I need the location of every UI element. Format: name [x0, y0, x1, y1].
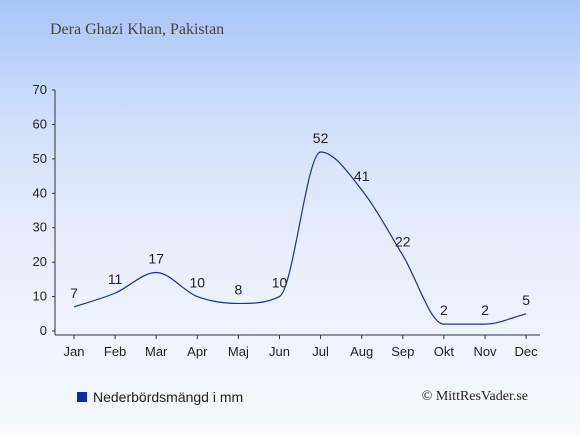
- y-tick-label: 20: [33, 254, 47, 269]
- data-point: [319, 150, 322, 153]
- data-point: [278, 295, 281, 298]
- data-label: 17: [148, 250, 164, 266]
- x-tick-label: Dec: [515, 344, 539, 359]
- data-point: [484, 323, 487, 326]
- credit-text: © MittResVader.se: [421, 389, 528, 404]
- data-label: 10: [190, 275, 206, 291]
- x-tick-label: Jul: [312, 344, 329, 359]
- data-point: [360, 188, 363, 191]
- data-point: [237, 302, 240, 305]
- x-tick-label: Mar: [145, 344, 168, 359]
- data-label: 2: [440, 302, 448, 318]
- data-label: 10: [272, 275, 288, 291]
- x-tick-label: Sep: [391, 344, 414, 359]
- y-tick-label: 10: [33, 289, 47, 304]
- chart-title: Dera Ghazi Khan, Pakistan: [50, 21, 225, 38]
- data-point: [73, 305, 76, 308]
- x-tick-label: Maj: [228, 344, 249, 359]
- x-tick-label: Feb: [104, 344, 126, 359]
- data-label: 52: [313, 130, 329, 146]
- x-tick-label: Jun: [269, 344, 290, 359]
- y-tick-label: 0: [40, 323, 47, 338]
- y-tick-label: 60: [33, 116, 47, 131]
- data-point: [155, 271, 158, 274]
- data-label: 7: [70, 285, 78, 301]
- y-tick-label: 70: [33, 82, 47, 97]
- legend-label: Nederbördsmängd i mm: [93, 389, 244, 405]
- y-tick-label: 40: [33, 185, 47, 200]
- data-label: 11: [108, 271, 123, 287]
- data-label: 22: [395, 233, 411, 249]
- data-point: [401, 254, 404, 257]
- x-tick-label: Jan: [64, 344, 85, 359]
- data-point: [442, 323, 445, 326]
- data-label: 5: [522, 292, 530, 308]
- data-point: [114, 292, 117, 295]
- x-tick-label: Okt: [434, 344, 455, 359]
- data-point: [196, 295, 199, 298]
- data-label: 2: [481, 302, 489, 318]
- data-point: [525, 312, 528, 315]
- legend-swatch: [77, 392, 87, 402]
- legend: Nederbördsmängd i mm: [77, 389, 243, 405]
- data-label: 41: [354, 168, 370, 184]
- x-tick-label: Aug: [350, 344, 373, 359]
- data-label: 8: [235, 281, 243, 297]
- series-line: [73, 151, 527, 325]
- y-tick-label: 30: [33, 220, 47, 235]
- x-tick-label: Nov: [473, 344, 497, 359]
- x-tick-label: Apr: [187, 344, 208, 359]
- y-tick-label: 50: [33, 151, 47, 166]
